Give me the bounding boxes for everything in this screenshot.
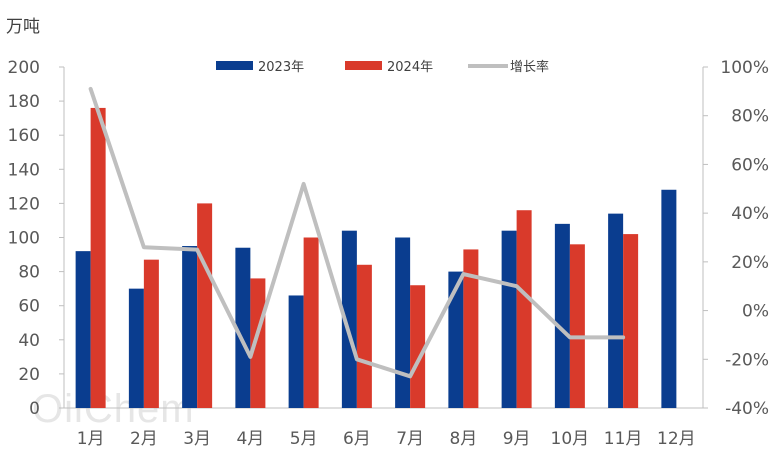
left-tick-label: 200 — [8, 58, 40, 78]
growth-rate-point-3 — [196, 249, 198, 251]
legend-swatch-1 — [216, 61, 253, 70]
legend-label-2: 2024年 — [387, 60, 433, 75]
x-tick-label: 10月 — [551, 429, 590, 449]
x-tick-label: 6月 — [343, 429, 371, 449]
bar-2023-5 — [288, 295, 304, 408]
growth-rate-point-10 — [569, 336, 571, 338]
bar-2023-9 — [501, 230, 517, 408]
bar-2024-10 — [569, 244, 585, 408]
bar-2024-8 — [463, 249, 479, 408]
x-tick-label: 7月 — [396, 429, 424, 449]
bar-2024-5 — [303, 237, 319, 408]
x-tick-label: 1月 — [77, 429, 105, 449]
growth-rate-point-4 — [249, 356, 251, 358]
growth-line — [88, 86, 626, 379]
bar-2023-12 — [661, 189, 677, 408]
right-tick-label: 40% — [731, 204, 769, 224]
bar-2024-6 — [356, 264, 372, 408]
left-tick-label: 0 — [29, 399, 40, 419]
axes: 0 20 40 60 80 100 120 140 160 180 200 -40% -20% 0% 20%… — [8, 58, 769, 449]
growth-rate-point-7 — [409, 375, 411, 377]
bar-2024-11 — [623, 234, 639, 408]
growth-rate-point-5 — [303, 183, 305, 185]
left-tick-label: 80 — [18, 263, 40, 283]
left-tick-label: 20 — [18, 365, 40, 385]
right-tick-label: 80% — [731, 107, 769, 127]
legend: 2023年 2024年 增长率 — [216, 59, 549, 75]
growth-rate-point-6 — [356, 358, 358, 360]
left-tick-label: 160 — [8, 126, 40, 146]
x-tick-label: 8月 — [449, 429, 477, 449]
legend-swatch-2 — [345, 61, 382, 70]
bar-2024-2 — [143, 259, 159, 408]
bar-2024-9 — [516, 210, 532, 408]
bar-2023-2 — [128, 288, 144, 408]
right-tick-label: 0% — [742, 302, 769, 322]
x-tick-label: 9月 — [503, 429, 531, 449]
bar-2023-11 — [608, 213, 624, 408]
right-tick-label: 60% — [731, 155, 769, 175]
x-tick-label: 4月 — [236, 429, 264, 449]
right-tick-label: 100% — [720, 58, 769, 78]
bar-2023-4 — [235, 247, 251, 408]
growth-rate-point-11 — [622, 336, 624, 338]
right-tick-label: -20% — [725, 350, 769, 370]
x-tick-label: 12月 — [657, 429, 696, 449]
growth-rate-point-1 — [90, 88, 92, 90]
growth-rate-point-8 — [462, 273, 464, 275]
left-tick-label: 100 — [8, 229, 40, 249]
bar-2023-6 — [341, 230, 357, 408]
left-tick-label: 180 — [8, 92, 40, 112]
bars — [75, 107, 677, 409]
bar-2024-7 — [410, 285, 426, 408]
watermark-text: OilChem — [32, 387, 195, 431]
bar-2023-3 — [182, 246, 198, 408]
left-tick-label: 140 — [8, 160, 40, 180]
left-tick-label: 40 — [18, 331, 40, 351]
x-tick-label: 11月 — [604, 429, 643, 449]
growth-rate-point-2 — [143, 246, 145, 248]
bar-2023-8 — [448, 271, 464, 408]
legend-label-3: 增长率 — [510, 59, 549, 75]
bar-2024-3 — [197, 203, 213, 408]
bar-2024-1 — [90, 107, 106, 409]
x-tick-label: 3月 — [183, 429, 211, 449]
legend-label-1: 2023年 — [258, 60, 304, 75]
left-axis-unit: 万吨 — [6, 17, 40, 37]
right-tick-label: 20% — [731, 253, 769, 273]
left-tick-label: 120 — [8, 194, 40, 214]
bar-2023-10 — [554, 223, 570, 408]
left-tick-label: 60 — [18, 297, 40, 317]
bar-2024-4 — [250, 278, 266, 408]
x-tick-label: 2月 — [130, 429, 158, 449]
bar-2023-1 — [75, 251, 91, 408]
growth-rate-point-9 — [516, 285, 518, 287]
right-tick-label: -40% — [725, 399, 769, 419]
x-tick-label: 5月 — [290, 429, 318, 449]
bar-2023-7 — [395, 237, 411, 408]
